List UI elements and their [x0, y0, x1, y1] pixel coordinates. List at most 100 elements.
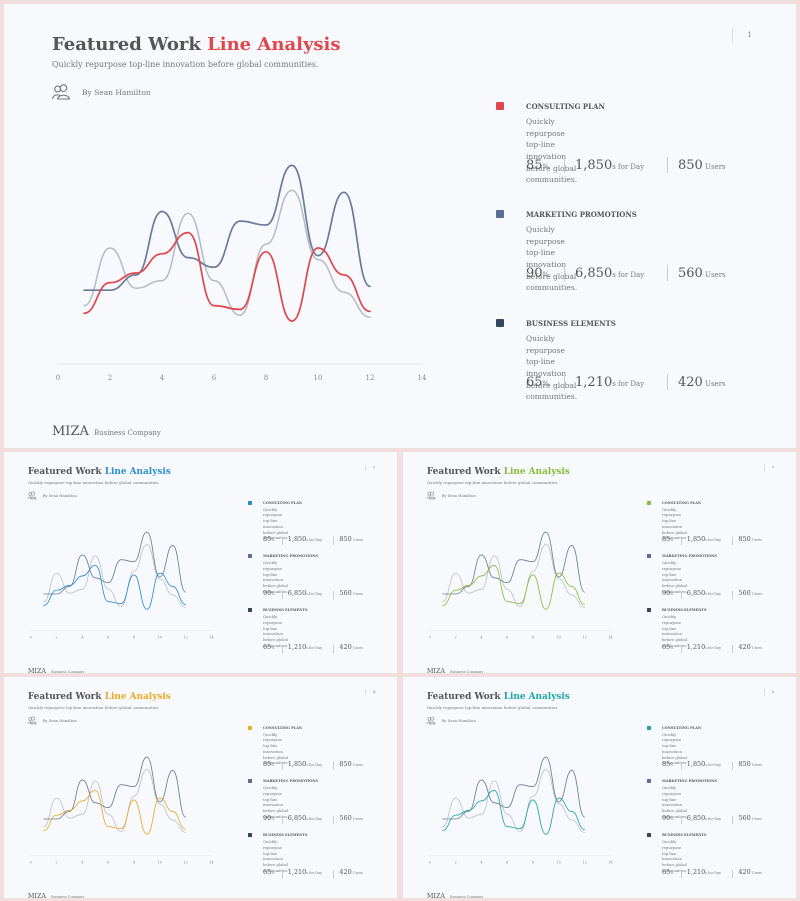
stat-divider: [281, 591, 283, 599]
stat-value: 90%: [263, 580, 282, 599]
metric-description: Quickly repurpose top-line innovation be…: [263, 786, 288, 821]
metric-description-line: Quickly repurpose top-line innovation be…: [526, 334, 577, 390]
metric-stats: 90% 6,850s for Day 560 Users: [662, 805, 768, 824]
metric-name: MARKETING PROMOTIONS: [662, 779, 717, 784]
brand-logo-text: MIZA: [426, 892, 446, 898]
metric-description-line: communities.: [526, 283, 578, 293]
x-tick-label: 6: [107, 861, 109, 865]
title-prefix: Featured Work: [426, 691, 501, 702]
slide-2[interactable]: Featured Work Line Analysis Quickly repu…: [4, 452, 397, 673]
metric-stats: 65% 1,210s for Day 420 Users: [263, 634, 369, 654]
stat-number: 1,850: [686, 535, 706, 544]
slide-title: Featured Work Line Analysis: [52, 34, 341, 55]
metric-name: MARKETING PROMOTIONS: [662, 554, 717, 559]
metric-description-line: communities.: [526, 175, 578, 185]
metric-description-line: Quickly repurpose top-line innovation be…: [662, 561, 687, 589]
users-icon: [27, 491, 37, 500]
metric-description: Quickly repurpose top-line innovation be…: [662, 733, 687, 768]
series-line-2: [83, 164, 371, 292]
brand-logo-text: MIZA: [27, 892, 47, 898]
stat-value: 560 Users: [339, 805, 369, 824]
stat-unit: s for Day: [705, 591, 722, 596]
title-accent: Line Analysis: [104, 691, 171, 702]
stat-unit: s for Day: [612, 163, 645, 171]
stat-unit: s for Day: [306, 871, 323, 876]
metric-description-line: communities.: [263, 643, 289, 648]
stat-number: 1,850: [686, 760, 706, 769]
metric-stats: 85% 1,850s for Day 850 Users: [263, 526, 369, 546]
x-tick-label: 10: [557, 636, 561, 640]
brand-block: MIZA Business Company: [52, 420, 161, 439]
series-line-3: [442, 544, 585, 608]
stat-unit: Users: [351, 763, 363, 768]
slide-title: Featured Work Line Analysis: [427, 692, 570, 702]
title-accent: Line Analysis: [207, 34, 341, 55]
stat-divider: [281, 870, 283, 879]
stat-number: 65: [662, 643, 671, 652]
series-line-3: [43, 769, 186, 833]
brand-logo-text: MIZA: [52, 424, 89, 439]
stat-unit: %: [670, 538, 674, 543]
stat-unit: s for Day: [612, 380, 645, 388]
metric-description: Quickly repurpose top-line innovation be…: [526, 224, 577, 294]
stat-value: 85%: [263, 526, 282, 545]
metric-stats: 85% 1,850s for Day 850 Users: [662, 751, 768, 771]
stat-unit: %: [271, 538, 275, 543]
stat-number: 850: [339, 535, 352, 544]
stat-number: 85: [263, 760, 272, 769]
slide-3[interactable]: Featured Work Line Analysis Quickly repu…: [403, 452, 796, 673]
stat-unit: Users: [351, 591, 363, 596]
stat-value: 1,850s for Day: [687, 526, 733, 545]
x-tick-label: 4: [160, 374, 165, 382]
series-line-1: [442, 790, 586, 835]
slide-4[interactable]: Featured Work Line Analysis Quickly repu…: [4, 677, 397, 898]
stat-value: 420 Users: [738, 859, 768, 878]
stat-unit: Users: [351, 816, 363, 821]
author-label: By Sean Hamilton: [441, 718, 476, 723]
stat-value: 560 Users: [339, 580, 369, 599]
metric-description-line: Quickly repurpose top-line innovation be…: [526, 225, 577, 281]
slide-1[interactable]: Featured Work Line Analysis Quickly repu…: [4, 4, 796, 448]
stat-value: 850 Users: [738, 526, 768, 545]
users-icon: [426, 491, 436, 500]
series-line-1: [442, 565, 586, 610]
color-square-icon: [647, 779, 652, 784]
metric-description: Quickly repurpose top-line innovation be…: [263, 615, 288, 650]
stat-value: 85%: [662, 751, 681, 770]
x-tick-label: 6: [506, 636, 508, 640]
stat-number: 850: [738, 535, 751, 544]
stat-value: 420 Users: [738, 634, 768, 653]
metric-name: MARKETING PROMOTIONS: [526, 210, 637, 219]
x-tick-label: 10: [158, 861, 162, 865]
x-tick-label: 2: [454, 861, 456, 865]
metric-description-line: Quickly repurpose top-line innovation be…: [662, 840, 687, 868]
stat-unit: Users: [750, 816, 762, 821]
stat-value: 6,850s for Day: [288, 580, 334, 599]
stat-value: 1,210s for Day: [575, 371, 667, 390]
title-prefix: Featured Work: [426, 466, 501, 477]
series-line-2: [43, 756, 187, 820]
stat-value: 560 Users: [738, 580, 768, 599]
metric-description-line: communities.: [662, 589, 688, 594]
stat-value: 1,850s for Day: [575, 154, 667, 173]
stat-number: 1,210: [686, 868, 706, 877]
stat-value: 90%: [662, 580, 681, 599]
stat-number: 1,210: [686, 643, 706, 652]
stat-value: 420 Users: [339, 634, 369, 653]
metric-description-line: communities.: [263, 589, 289, 594]
metric-description-line: Quickly repurpose top-line innovation be…: [662, 615, 687, 643]
stat-number: 420: [738, 643, 751, 652]
stat-divider: [281, 645, 283, 654]
stat-divider: [680, 591, 682, 599]
stat-unit: s for Day: [306, 646, 323, 651]
series-line-2: [442, 756, 586, 820]
stat-number: 65: [263, 643, 272, 652]
metric-description-line: communities.: [263, 536, 289, 541]
stat-unit: s for Day: [705, 763, 722, 768]
stat-divider: [333, 645, 335, 654]
stat-value: 420 Users: [339, 859, 369, 878]
stat-unit: %: [271, 871, 275, 876]
stat-number: 6,850: [287, 813, 307, 822]
line-chart: 0 2 4 6 8 10 12 14: [30, 531, 214, 640]
slide-5[interactable]: Featured Work Line Analysis Quickly repu…: [403, 677, 796, 898]
